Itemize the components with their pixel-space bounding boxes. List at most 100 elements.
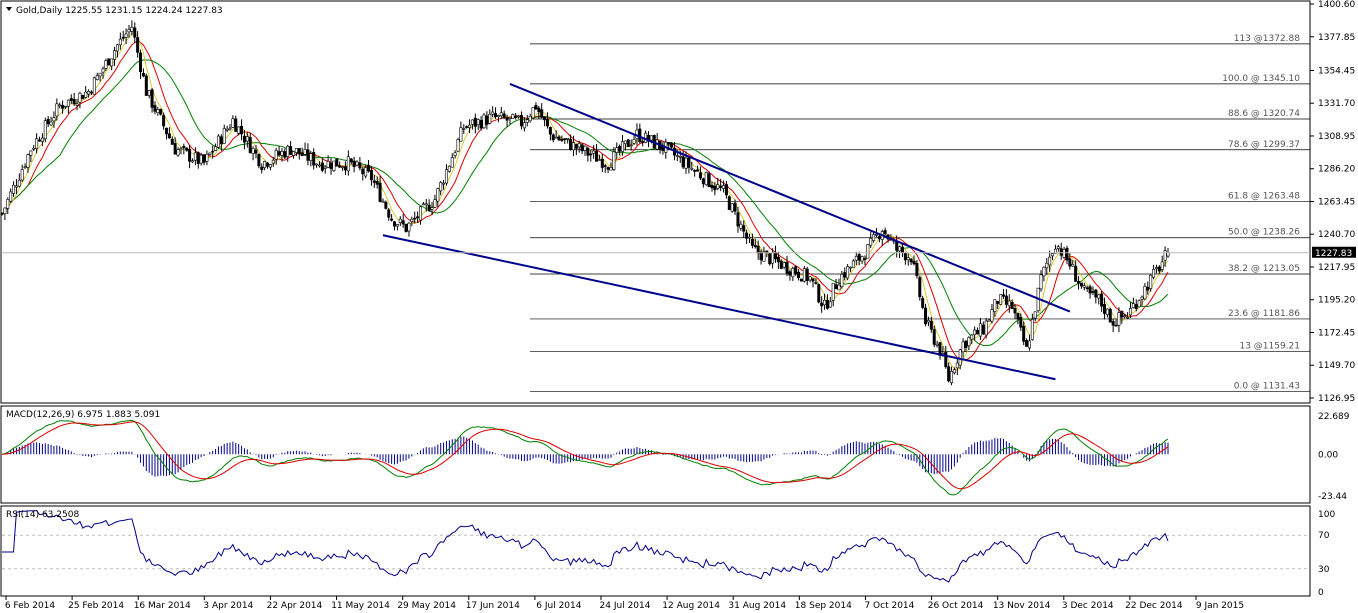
- candle-body: [1039, 274, 1043, 290]
- candle-body: [623, 140, 627, 145]
- candle-body: [393, 221, 397, 227]
- x-tick-label: 11 May 2014: [331, 601, 390, 611]
- candle-body: [228, 127, 232, 130]
- candle-body: [1146, 286, 1150, 291]
- candle-body: [543, 116, 547, 121]
- candle-body: [294, 148, 298, 153]
- candle-body: [349, 158, 353, 163]
- candle-body: [496, 115, 500, 117]
- candle-body: [248, 137, 252, 154]
- candle-body: [840, 274, 844, 287]
- candle-body: [107, 58, 111, 66]
- candle-body: [1001, 294, 1005, 297]
- candle-body: [1123, 315, 1127, 318]
- candle-body: [46, 118, 50, 125]
- candle-body: [958, 349, 962, 366]
- candle-body: [684, 157, 688, 169]
- macd-y-tick-label: -23.44: [1318, 492, 1347, 502]
- candle-body: [918, 277, 922, 298]
- candle-body: [447, 165, 451, 172]
- candle-body: [23, 166, 27, 168]
- candle-body: [147, 90, 151, 96]
- candle-body: [283, 151, 287, 158]
- candle-body: [242, 135, 246, 143]
- fibonacci-levels: 113 @1372.88 100.0 @ 1345.10 88.6 @ 1320.7…: [530, 34, 1310, 392]
- candle-body: [300, 152, 304, 156]
- candle-body: [1025, 340, 1029, 347]
- candle-body: [312, 152, 316, 166]
- candle-body: [748, 236, 752, 239]
- y-tick-label: 1240.70: [1318, 230, 1355, 240]
- x-tick-label: 17 Jun 2014: [466, 601, 520, 611]
- candle-body: [150, 89, 154, 108]
- candle-body: [707, 173, 711, 188]
- candle-body: [528, 116, 532, 122]
- candle-body: [133, 27, 137, 38]
- candle-body: [950, 371, 954, 384]
- candle-body: [234, 118, 238, 132]
- candle-body: [999, 294, 1003, 305]
- candle-body: [1022, 325, 1026, 342]
- candle-body: [66, 99, 70, 107]
- candle-body: [413, 217, 417, 220]
- candle-body: [222, 128, 226, 144]
- candle-body: [141, 72, 145, 77]
- candle-body: [92, 77, 96, 95]
- rsi-y-tick-label: 30: [1318, 565, 1330, 575]
- candle-body: [1126, 316, 1130, 319]
- candle-body: [395, 224, 399, 227]
- candle-body: [61, 105, 65, 109]
- macd-signal-line: [1, 421, 1169, 490]
- candle-body: [554, 136, 558, 139]
- candle-body: [782, 262, 786, 268]
- candle-body: [390, 218, 394, 221]
- fib-level-label: 61.8 @ 1263.48: [1228, 191, 1300, 201]
- candle-body: [742, 225, 746, 232]
- candle-body: [820, 302, 824, 307]
- candle-body: [55, 103, 59, 117]
- candle-body: [190, 160, 194, 163]
- candle-body: [404, 223, 408, 232]
- candle-body: [710, 184, 714, 189]
- candle-body: [433, 199, 437, 208]
- candle-body: [508, 116, 512, 119]
- candle-body: [615, 147, 619, 153]
- collapse-arrow-icon[interactable]: [6, 7, 12, 11]
- current-price-label: 1227.83: [1315, 249, 1352, 259]
- candle-body: [263, 161, 267, 169]
- candle-body: [476, 119, 480, 125]
- candle-body: [776, 256, 780, 263]
- y-tick-label: 1263.45: [1318, 197, 1355, 207]
- candle-body: [661, 147, 665, 151]
- candle-body: [1045, 262, 1049, 269]
- candle-body: [185, 147, 189, 151]
- candle-body: [416, 216, 420, 219]
- candle-body: [525, 119, 529, 123]
- candle-body: [869, 238, 873, 246]
- candle-body: [268, 164, 272, 168]
- candle-body: [14, 185, 18, 188]
- candle-body: [205, 153, 209, 162]
- candle-body: [693, 170, 697, 172]
- candle-body: [713, 185, 717, 191]
- candle-body: [101, 68, 105, 73]
- candle-body: [1134, 304, 1138, 309]
- candle-body: [1160, 261, 1164, 270]
- candle-body: [773, 252, 777, 260]
- candle-body: [1016, 313, 1020, 320]
- candle-body: [482, 114, 486, 129]
- candle-body: [548, 126, 552, 135]
- rsi-y-tick-label: 100: [1318, 510, 1335, 520]
- candle-body: [317, 164, 321, 167]
- y-tick-label: 1400.60: [1318, 0, 1355, 10]
- candle-body: [1077, 281, 1081, 284]
- candle-body: [912, 260, 916, 265]
- candle-body: [398, 218, 402, 223]
- candle-body: [1062, 249, 1066, 258]
- candle-body: [1154, 267, 1158, 269]
- candle-body: [961, 341, 965, 353]
- candle-body: [81, 94, 85, 100]
- candle-body: [32, 147, 36, 150]
- candle-body: [698, 172, 702, 179]
- candle-body: [831, 282, 835, 301]
